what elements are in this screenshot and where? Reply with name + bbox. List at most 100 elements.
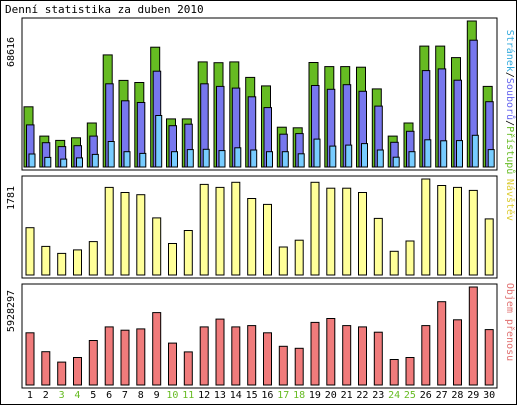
- legend-top: Stránek/Souborů/Přístupů: [504, 30, 516, 175]
- pages-bar: [202, 148, 210, 168]
- pages-bar: [471, 134, 479, 168]
- day-label: 22: [356, 390, 368, 401]
- kbytes-bar: [104, 326, 114, 386]
- kbytes-bar: [373, 331, 383, 386]
- pages-bar: [123, 151, 131, 168]
- day-label: 23: [372, 390, 384, 401]
- legend-top-part: /: [504, 72, 515, 78]
- day-label: 7: [122, 390, 128, 401]
- visits-bar: [437, 185, 447, 276]
- visits-bar: [294, 239, 304, 276]
- visits-bar: [405, 240, 415, 276]
- pages-bar: [107, 141, 115, 168]
- legend-kbytes: Objem přenosu: [504, 283, 516, 361]
- kbytes-bar: [389, 359, 399, 386]
- day-label: 6: [106, 390, 112, 401]
- kbytes-bar: [73, 357, 82, 386]
- kbytes-bar: [152, 312, 162, 386]
- kbytes-bar: [41, 351, 51, 386]
- kbytes-bar: [421, 325, 431, 386]
- day-label: 17: [277, 390, 289, 401]
- day-label: 27: [436, 390, 448, 401]
- visits-bar: [231, 181, 241, 276]
- kbytes-bar: [437, 301, 447, 386]
- visits-bar: [468, 189, 478, 276]
- day-label: 21: [341, 390, 353, 401]
- kbytes-bar: [468, 286, 478, 386]
- visits-bar: [358, 192, 367, 276]
- visits-bar: [73, 249, 82, 276]
- day-label: 10: [166, 390, 178, 401]
- pages-bar: [392, 156, 400, 168]
- kbytes-bar: [57, 361, 67, 386]
- day-label: 18: [293, 390, 305, 401]
- pages-bar: [456, 140, 463, 168]
- kbytes-bar: [231, 326, 241, 386]
- pages-bar: [60, 158, 68, 168]
- day-label: 4: [74, 390, 80, 401]
- visits-bar: [247, 198, 257, 276]
- visits-bar: [199, 183, 209, 276]
- pages-bar: [345, 144, 353, 168]
- kbytes-bar: [278, 345, 288, 386]
- visits-bar: [41, 245, 51, 276]
- visits-bar: [310, 181, 320, 276]
- kbytes-bar: [215, 318, 225, 386]
- pages-bar: [171, 151, 178, 168]
- day-label: 30: [483, 390, 495, 401]
- day-label: 15: [246, 390, 258, 401]
- legend-top-part: Stránek: [504, 30, 516, 72]
- visits-bar: [373, 217, 383, 276]
- visits-bar: [342, 187, 352, 276]
- kbytes-bar: [453, 319, 462, 386]
- pages-bar: [155, 115, 163, 168]
- visits-bar: [215, 186, 225, 276]
- visits-bar: [136, 194, 146, 276]
- visits-bar: [421, 178, 431, 276]
- panel-border: [21, 175, 498, 279]
- legend-visits: Návštěv: [504, 179, 516, 221]
- visits-bar: [25, 227, 35, 276]
- pages-bar: [376, 149, 384, 168]
- day-label: 20: [325, 390, 337, 401]
- pages-bar: [186, 149, 194, 168]
- pages-bar: [440, 140, 448, 168]
- visits-bar: [389, 250, 399, 276]
- day-label: 1: [27, 390, 33, 401]
- visits-bar: [278, 246, 288, 276]
- day-label: 24: [388, 390, 400, 401]
- pages-bar: [234, 147, 242, 168]
- day-label: 29: [467, 390, 479, 401]
- day-label: 16: [261, 390, 273, 401]
- visits-bar: [453, 186, 462, 276]
- legend-top-part: /: [504, 120, 515, 126]
- visits-bar: [104, 186, 114, 276]
- kbytes-bar: [484, 329, 494, 386]
- day-label: 11: [182, 390, 194, 401]
- kbytes-bar: [136, 328, 146, 386]
- kbytes-bar: [168, 342, 177, 386]
- kbytes-bar: [326, 318, 336, 386]
- day-label: 26: [420, 390, 432, 401]
- day-label: 14: [230, 390, 242, 401]
- kbytes-bar: [120, 329, 130, 386]
- visits-bar: [120, 192, 130, 276]
- day-label: 13: [214, 390, 226, 401]
- kbytes-bar: [25, 332, 35, 386]
- day-label: 2: [43, 390, 49, 401]
- visits-bar: [484, 218, 494, 276]
- legend-top-part: Souborů: [504, 78, 516, 120]
- pages-bar: [313, 138, 321, 168]
- visits-bar: [168, 243, 177, 276]
- pages-bar: [424, 139, 432, 168]
- day-label: 12: [198, 390, 210, 401]
- kbytes-bar: [310, 321, 320, 386]
- visits-bar: [152, 217, 162, 276]
- day-label: 28: [451, 390, 463, 401]
- pages-bar: [266, 151, 273, 168]
- kbytes-bar: [247, 325, 257, 386]
- visits-bar: [326, 187, 336, 276]
- visits-bar: [183, 230, 193, 276]
- pages-bar: [139, 152, 147, 168]
